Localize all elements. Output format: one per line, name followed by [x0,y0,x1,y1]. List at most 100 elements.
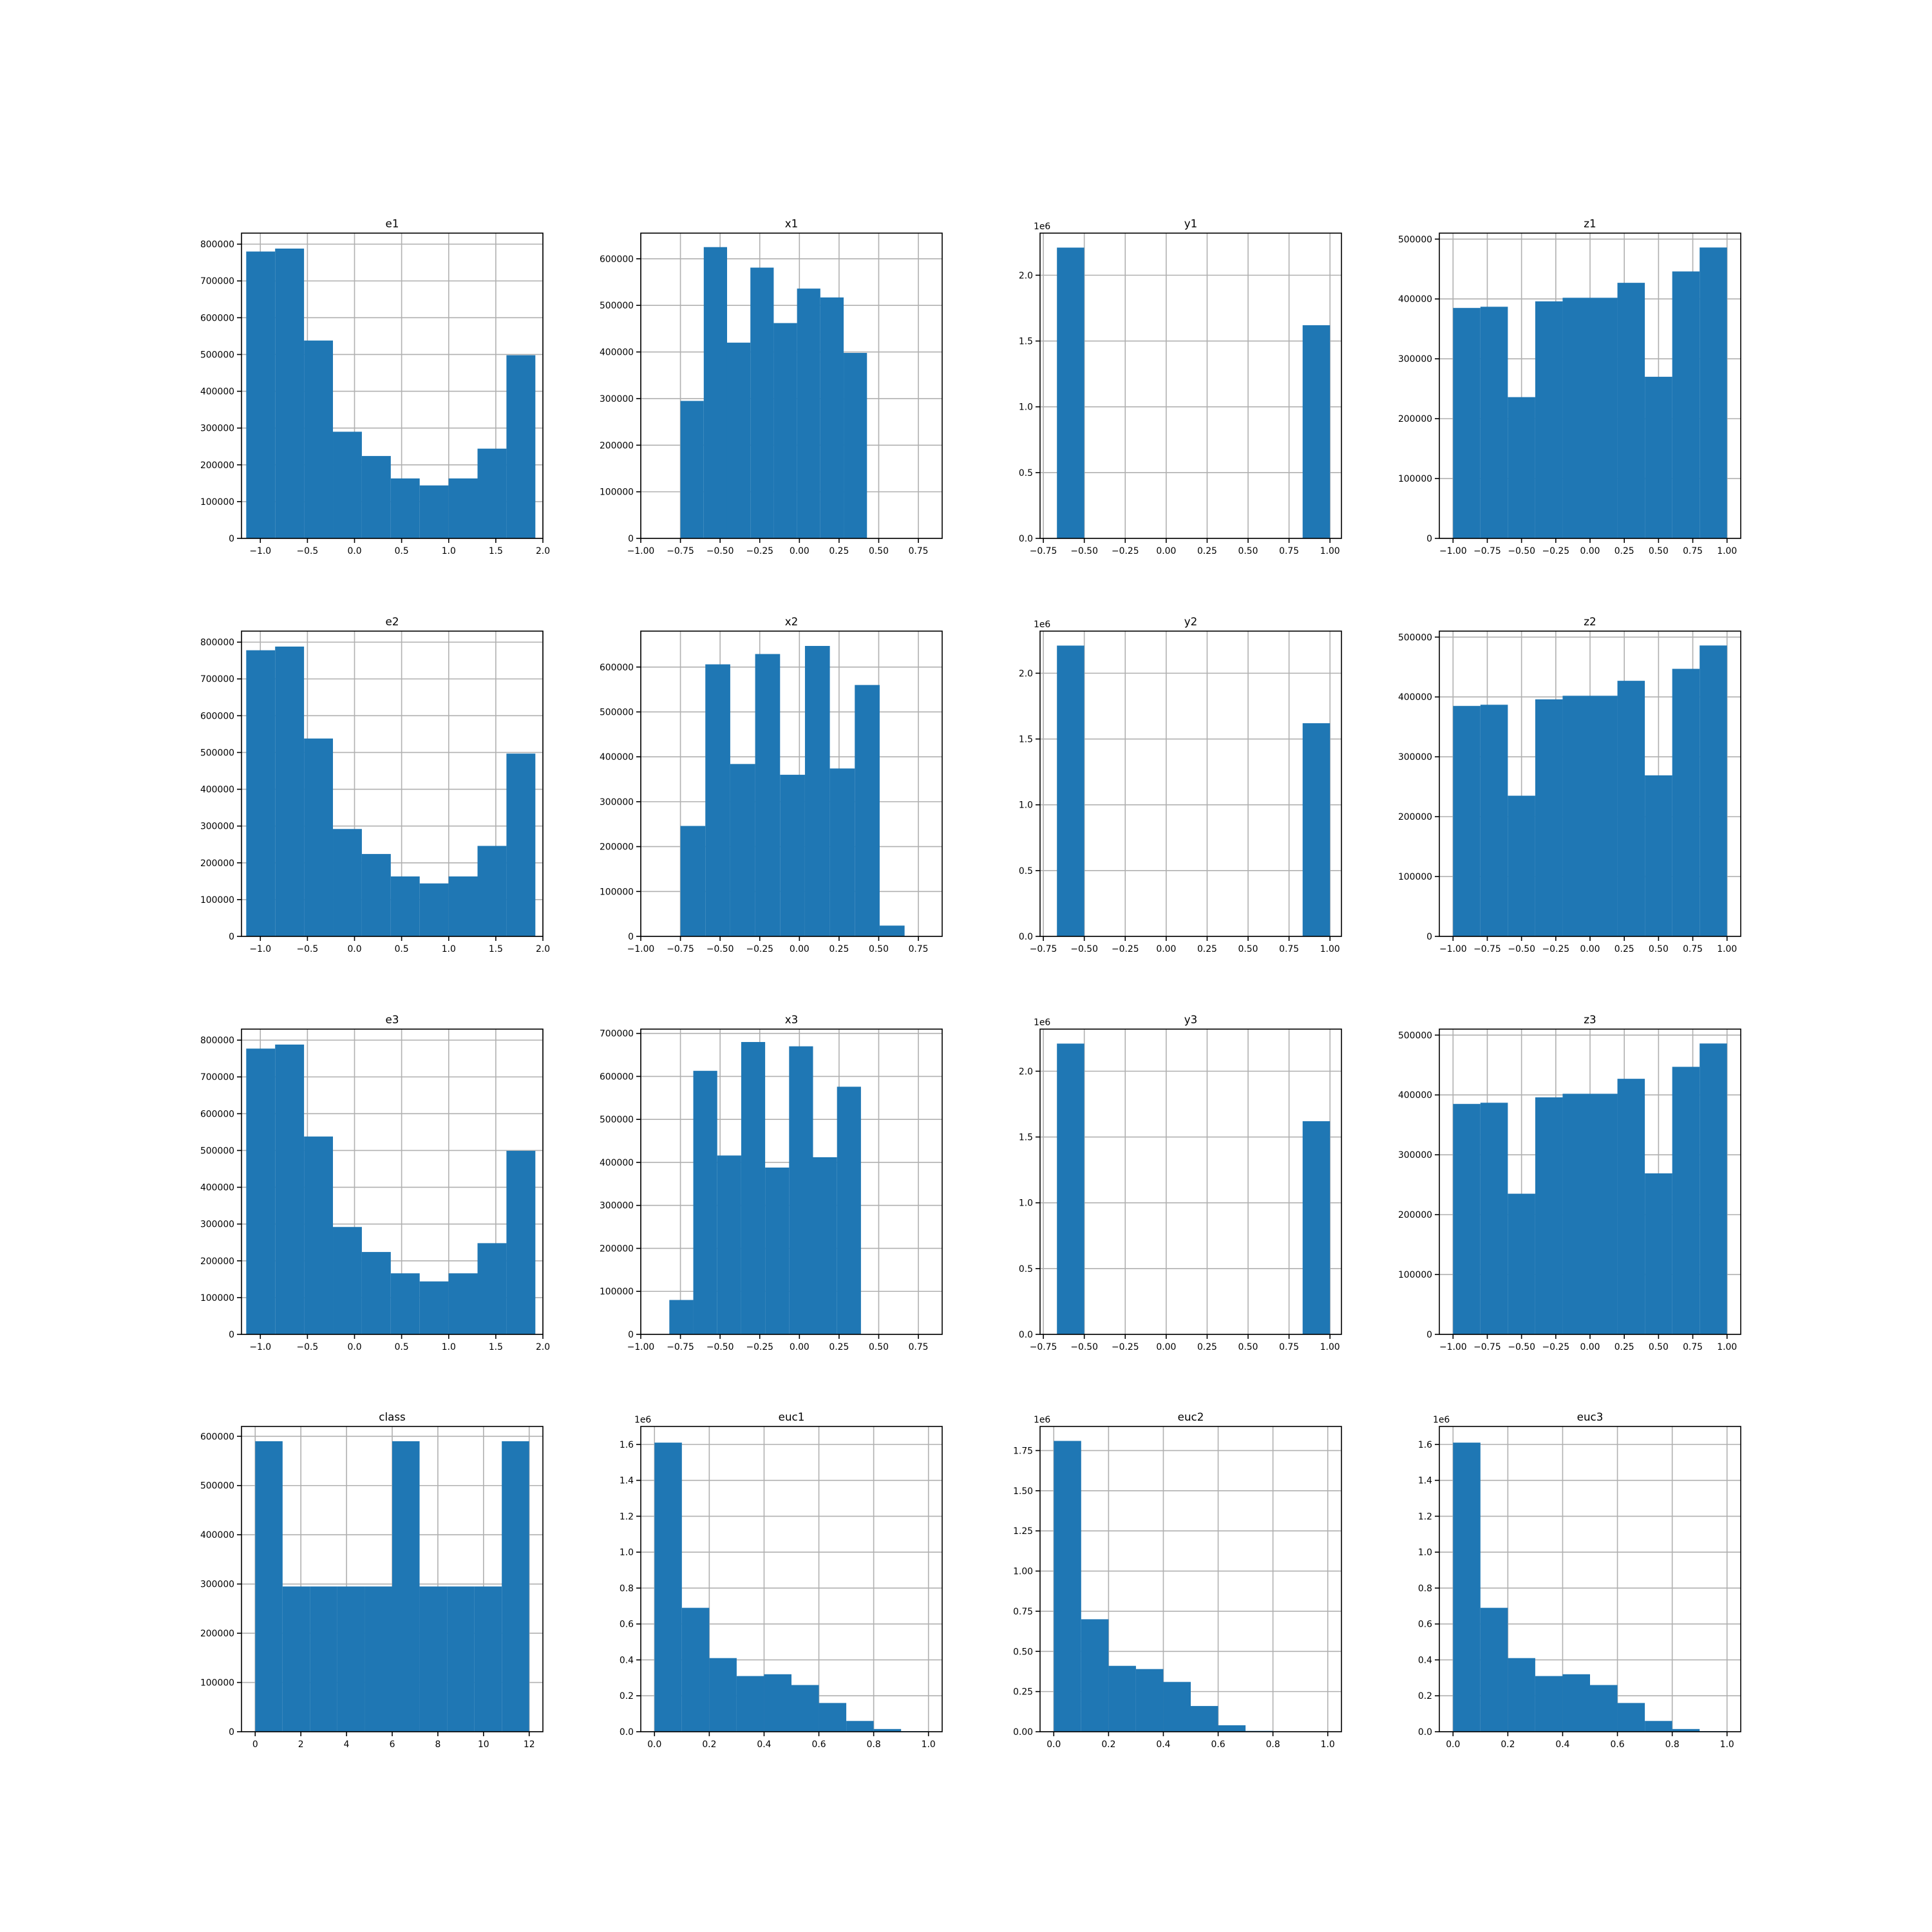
histogram-bar [1508,1658,1535,1732]
y-tick-label: 700000 [200,276,234,287]
y-tick-label: 100000 [200,497,234,507]
histogram-bar [741,1042,766,1334]
y-axis-offset-label: 1e6 [1034,222,1050,232]
histogram-bar [736,1676,764,1732]
x-tick-label: −0.75 [1473,944,1501,954]
histogram-bar [1508,397,1535,538]
histogram-bar [1590,696,1618,936]
chart-title: euc2 [1178,1410,1204,1423]
x-tick-label: 2.0 [536,944,550,954]
y-tick-label: 0.8 [620,1584,634,1594]
histogram-bar [1590,1094,1618,1334]
histogram-bar [703,247,727,538]
x-tick-label: 0.5 [395,1342,409,1352]
x-tick-label: 0.25 [1197,944,1217,954]
histogram-bar [477,448,507,538]
y-tick-label: 0.0 [1019,1330,1033,1340]
y-tick-label: 0.75 [1013,1607,1033,1617]
histogram-bar [1562,1674,1590,1732]
histogram-bar [365,1586,392,1732]
y-tick-label: 1.2 [1418,1511,1432,1522]
histogram-bar [1617,1703,1645,1732]
x-tick-label: −0.50 [1070,546,1098,556]
x-tick-label: 1.00 [1320,944,1340,954]
x-tick-label: 0.50 [1238,1342,1258,1352]
y-tick-label: 100000 [1398,1270,1432,1280]
x-tick-label: 1.5 [489,1342,503,1352]
x-tick-label: 0.50 [869,546,889,556]
x-tick-label: 0.4 [757,1739,771,1750]
chart-title: e3 [386,1013,399,1026]
histogram-bar [873,1728,902,1732]
y-tick-label: 0 [1426,534,1432,544]
y-tick-label: 400000 [1398,294,1432,305]
chart-title: e1 [386,217,399,230]
chart-title: z2 [1584,615,1596,628]
y-tick-label: 400000 [200,1530,234,1540]
y-tick-label: 0.25 [1013,1687,1033,1698]
histogram-bar [1590,1685,1618,1732]
histogram-x2: −1.00 −0.75 −0.50 −0.25 0.00 0.25 0.50 0.75 0 100… [600,615,943,954]
y-tick-label: 0.2 [1418,1691,1432,1701]
x-tick-label: 0.00 [790,546,810,556]
x-tick-label: 2.0 [536,1342,550,1352]
x-tick-label: 10 [478,1739,489,1750]
x-tick-label: −1.0 [249,944,271,954]
y-tick-label: 600000 [200,1109,234,1119]
x-tick-label: 1.00 [1717,944,1737,954]
histogram-bar [764,1674,791,1732]
y-tick-label: 1.5 [1019,735,1033,745]
histogram-bar [1218,1725,1246,1732]
chart-title: y3 [1184,1013,1198,1026]
histogram-bar [275,248,305,538]
y-tick-label: 400000 [200,1183,234,1193]
histogram-bar [1135,1669,1164,1732]
histogram-bar [705,664,730,936]
y-tick-label: 500000 [200,1481,234,1492]
histogram-bar [1562,696,1590,936]
histogram-bar [654,1443,682,1732]
histogram-bar [275,1044,305,1334]
x-tick-label: −0.25 [746,546,773,556]
histogram-bar [789,1046,813,1334]
histogram-bar [390,478,420,538]
histogram-bar [448,478,478,538]
histogram-bar [750,267,774,538]
y-tick-label: 0 [229,932,234,942]
x-tick-label: −0.25 [746,944,773,954]
histogram-bar [791,1685,819,1732]
histogram-y3: −0.75 −0.50 −0.25 0.00 0.25 0.50 0.75 1.00 0.0 0.… [1019,1013,1342,1352]
x-tick-label: 0.25 [1615,546,1634,556]
y-tick-label: 100000 [1398,872,1432,882]
histogram-bar [390,1273,420,1334]
y-tick-label: 0.5 [1019,1264,1033,1274]
histogram-bar [1617,283,1645,538]
y-tick-label: 1.6 [1418,1440,1432,1450]
x-tick-label: −0.50 [706,1342,734,1352]
x-tick-label: 0.50 [1649,546,1669,556]
y-tick-label: 300000 [1398,354,1432,365]
histogram-bar [1645,1173,1672,1334]
x-tick-label: 0.25 [829,944,849,954]
y-tick-label: 600000 [200,1432,234,1442]
histogram-bar [390,876,420,936]
y-tick-label: 200000 [200,858,234,869]
y-tick-label: 500000 [600,707,634,717]
chart-title: y2 [1184,615,1198,628]
x-tick-label: 0.50 [1238,944,1258,954]
x-tick-label: −0.50 [1070,1342,1098,1352]
x-tick-label: 0.25 [829,1342,849,1352]
histogram-z1: −1.00 −0.75 −0.50 −0.25 0.00 0.25 0.50 0.75 1.00… [1398,217,1741,556]
axes-frame [1039,1426,1342,1732]
axes-frame [241,630,544,937]
x-tick-label: 0.8 [867,1739,881,1750]
x-tick-label: −0.5 [297,546,319,556]
x-tick-label: 0.75 [1279,1342,1299,1352]
x-tick-label: 0.00 [790,944,810,954]
x-tick-label: 1.0 [442,546,456,556]
chart-title: y1 [1184,217,1198,230]
y-tick-label: 0.4 [1418,1655,1432,1665]
x-tick-label: −0.25 [1112,944,1139,954]
histogram-bar [1535,1097,1563,1334]
